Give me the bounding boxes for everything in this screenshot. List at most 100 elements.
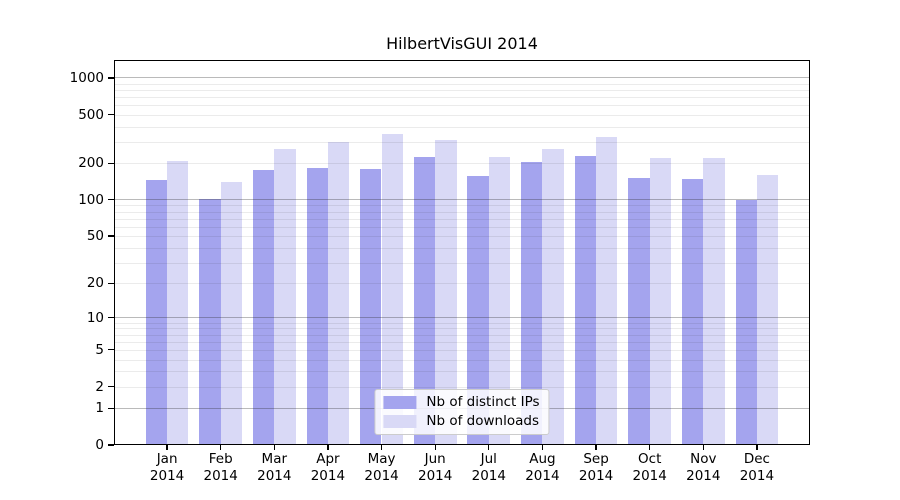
- x-axis-tick: [327, 445, 329, 450]
- legend-label: Nb of downloads: [426, 413, 539, 429]
- x-axis-tick-label: Jan 2014: [149, 451, 185, 484]
- gridline-minor: [114, 89, 810, 91]
- gridline-major: [114, 77, 810, 79]
- x-axis-tick: [541, 445, 544, 450]
- bar-series1-month1: [220, 182, 243, 445]
- y-axis-tick-label: 2: [95, 378, 104, 395]
- gridline-minor: [114, 359, 810, 361]
- y-axis-tick-label: 5: [95, 341, 104, 358]
- x-axis-tick-label: Apr 2014: [310, 451, 346, 484]
- legend-item: Nb of distinct IPs: [383, 394, 540, 410]
- bar-series0-month11: [735, 199, 757, 445]
- x-axis-tick: [220, 445, 222, 450]
- y-axis-tick-label: 0: [95, 437, 104, 453]
- y-axis-tick: [108, 162, 114, 164]
- bar-series0-month6: [467, 175, 489, 445]
- legend-swatch: [383, 415, 417, 428]
- gridline-minor: [114, 105, 810, 106]
- bar-series0-month1: [199, 199, 221, 445]
- bar-series0-month0: [145, 180, 167, 445]
- gridline-minor: [114, 322, 810, 324]
- x-axis-tick-label: Sep 2014: [578, 451, 614, 484]
- y-axis-tick: [108, 77, 114, 79]
- gridline-minor: [114, 334, 810, 336]
- x-axis-tick-label: Jul 2014: [471, 451, 506, 484]
- bar-series1-month5: [435, 140, 457, 445]
- y-axis-tick: [108, 282, 114, 284]
- x-axis-tick: [166, 445, 168, 450]
- gridline-minor: [114, 349, 810, 351]
- y-axis-tick: [108, 235, 114, 237]
- legend: Nb of distinct IPs Nb of downloads: [374, 389, 550, 435]
- gridline-minor: [114, 236, 810, 238]
- bar-series1-month2: [274, 148, 296, 445]
- gridline-minor: [114, 218, 810, 220]
- gridline-minor: [114, 126, 810, 128]
- y-axis-tick-label: 100: [78, 191, 104, 208]
- bar-series1-month9: [649, 157, 672, 445]
- gridline-minor: [114, 226, 810, 228]
- x-axis-tick-label: Mar 2014: [257, 451, 292, 484]
- bar-series0-month10: [681, 178, 704, 445]
- x-axis-tick-label: Nov 2014: [686, 451, 721, 484]
- y-axis-tick: [108, 199, 114, 201]
- bar-series1-month8: [596, 136, 618, 445]
- gridline-minor: [114, 114, 810, 116]
- bar-series0-month3: [306, 167, 328, 445]
- bar-series0-month2: [252, 169, 275, 445]
- y-axis-tick: [108, 316, 114, 319]
- x-axis-tick: [273, 445, 275, 450]
- y-axis-tick: [108, 349, 114, 351]
- gridline-minor: [114, 328, 810, 330]
- bar-series1-month10: [703, 157, 725, 445]
- x-axis-tick: [488, 445, 490, 450]
- y-axis-tick: [108, 407, 114, 409]
- bar-series1-month3: [327, 141, 350, 445]
- bar-series0-month7: [521, 161, 543, 445]
- x-axis-tick: [434, 445, 436, 450]
- x-axis-tick-label: Jun 2014: [418, 451, 453, 484]
- chart-title: HilbertVisGUI 2014: [386, 34, 538, 53]
- y-axis-tick: [108, 113, 114, 116]
- bar-series1-month4: [381, 134, 403, 445]
- plot-area: Nb of distinct IPs Nb of downloads 0 1 2 5 10…: [70, 60, 810, 484]
- x-axis-tick-label: Dec 2014: [739, 451, 775, 484]
- gridline-minor: [114, 283, 810, 285]
- legend-item: Nb of downloads: [383, 414, 539, 429]
- legend-label: Nb of distinct IPs: [426, 394, 540, 410]
- y-axis-tick-label: 500: [78, 106, 104, 123]
- x-axis-tick: [595, 445, 597, 450]
- bar-series0-month5: [413, 156, 436, 445]
- x-axis-tick: [380, 445, 383, 450]
- y-axis-tick-label: 50: [86, 228, 104, 245]
- bar-series1-month11: [756, 175, 779, 445]
- gridline-minor: [114, 262, 810, 264]
- gridline-minor: [114, 341, 810, 343]
- gridline-major: [114, 317, 810, 319]
- x-axis-tick-label: Aug 2014: [525, 451, 560, 484]
- bar-series1-month7: [542, 149, 564, 445]
- y-axis-tick-label: 1: [95, 400, 104, 417]
- gridline-minor: [114, 83, 810, 85]
- gridline-minor: [114, 211, 810, 213]
- x-axis-tick-label: Oct 2014: [632, 451, 667, 484]
- x-axis-tick-label: May 2014: [364, 451, 399, 484]
- bar-series0-month8: [574, 156, 596, 445]
- bar-series1-month0: [167, 161, 189, 445]
- gridline-minor: [114, 205, 810, 207]
- x-axis-tick: [649, 445, 651, 450]
- bar-series0-month9: [628, 178, 650, 445]
- legend-swatch: [383, 396, 417, 409]
- x-axis-tick: [756, 445, 758, 450]
- y-axis-tick-label: 200: [78, 155, 104, 172]
- gridline-minor: [114, 141, 810, 143]
- gridline-minor: [114, 371, 810, 373]
- y-axis-tick-label: 20: [86, 275, 104, 292]
- bar-series0-month4: [360, 168, 382, 445]
- bar-series1-month6: [488, 157, 511, 445]
- y-axis-tick: [108, 444, 114, 446]
- y-axis-tick-label: 1000: [69, 69, 104, 86]
- gridline-major: [114, 199, 810, 201]
- gridline-minor: [114, 96, 810, 98]
